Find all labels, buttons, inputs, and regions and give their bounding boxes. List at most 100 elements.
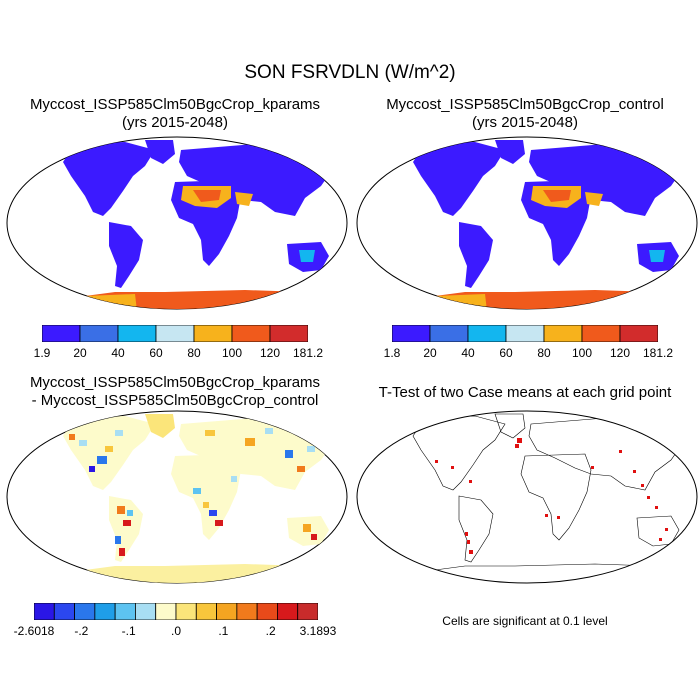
australia-core [299,250,315,262]
cb2-label-4: 80 [537,346,551,360]
north-america-region [413,142,505,216]
north-america-outline [412,415,506,491]
eurasia-region [179,144,335,216]
cb2-label-5: 100 [571,346,593,360]
colorbar2-swatches [391,324,659,343]
cb3-label-6: 3.1893 [299,624,337,638]
panel1-title-line1: Myccost_ISSP585Clm50BgcCrop_kparams [29,96,321,113]
cb3-swatch-13 [297,602,319,621]
colorbar3 [33,602,319,621]
cb1-label-6: 120 [259,346,281,360]
panel1-title-line2: (yrs 2015-2048) [122,114,228,131]
panel2-title-line2: (yrs 2015-2048) [472,114,578,131]
colorbar1-swatches [41,324,309,343]
south-america-region [109,222,143,288]
north-america-region [63,416,155,490]
greenland-region [495,140,525,164]
cb1-label-0: 1.9 [33,346,51,360]
cb1-swatch-2 [117,324,157,343]
cb2-swatch-3 [505,324,545,343]
south-america-region [459,222,493,288]
colorbar1-labels: 1.9 20 40 60 80 100 120 181.2 [0,346,350,362]
north-america-region [63,142,155,216]
anomaly-patches [69,428,317,556]
significant-cells [435,438,668,554]
panel2-title-line1: Myccost_ISSP585Clm50BgcCrop_control [386,96,664,113]
cb2-label-1: 20 [423,346,437,360]
colorbar1 [41,324,309,343]
greenland-region [145,414,175,438]
africa-outline [520,453,592,541]
cb3-swatch-9 [216,602,238,621]
cb2-swatch-5 [581,324,621,343]
cb3-label-0: -2.6018 [13,624,55,638]
cb1-swatch-1 [79,324,119,343]
cb3-swatch-3 [94,602,116,621]
panel4-title: T-Test of two Case means at each grid po… [378,384,672,401]
panel3-title-line2: - Myccost_ISSP585Clm50BgcCrop_control [31,392,319,409]
cb1-label-2: 40 [111,346,125,360]
cb1-label-7: 181.2 [292,346,324,360]
cb1-label-5: 100 [221,346,243,360]
australia-core [649,250,665,262]
panel3-title-line1: Myccost_ISSP585Clm50BgcCrop_kparams [29,374,321,391]
greenland-region [145,140,175,164]
colorbar2 [391,324,659,343]
panel1-title: Myccost_ISSP585Clm50BgcCrop_kparams (yrs… [0,96,350,132]
cb3-swatch-1 [53,602,75,621]
cb3-swatch-11 [256,602,278,621]
sahara-core [543,190,571,202]
cb1-label-4: 80 [187,346,201,360]
panel3-title: Myccost_ISSP585Clm50BgcCrop_kparams - My… [0,374,350,410]
cb1-swatch-0 [41,324,81,343]
cb3-swatch-7 [175,602,197,621]
cb1-label-3: 60 [149,346,163,360]
cb3-label-4: .1 [218,624,229,638]
eurasia-region [179,418,335,490]
cb2-label-0: 1.8 [383,346,401,360]
cb3-swatch-2 [74,602,96,621]
arabia-region [585,192,603,206]
cb2-swatch-2 [467,324,507,343]
cb2-label-7: 181.2 [642,346,674,360]
cb2-label-2: 40 [461,346,475,360]
panel1-map [6,136,348,310]
africa-region [171,454,241,540]
cb2-swatch-0 [391,324,431,343]
panel2-title: Myccost_ISSP585Clm50BgcCrop_control (yrs… [350,96,700,132]
figure-title: SON FSRVDLN (W/m^2) [244,62,456,83]
cb2-swatch-4 [543,324,583,343]
cb1-swatch-5 [231,324,271,343]
cb3-swatch-5 [135,602,157,621]
cb2-swatch-1 [429,324,469,343]
colorbar2-labels: 1.8 20 40 60 80 100 120 181.2 [350,346,700,362]
panel3-map [6,410,348,584]
cb3-swatch-6 [155,602,177,621]
arabia-region [235,192,253,206]
cb3-swatch-8 [195,602,217,621]
cb2-label-3: 60 [499,346,513,360]
cb1-swatch-3 [155,324,195,343]
cb2-swatch-6 [619,324,659,343]
greenland-outline [494,413,526,439]
cb3-label-3: .0 [170,624,182,638]
colorbar3-labels: -2.6018 -.2 -.1 .0 .1 .2 3.1893 [0,624,350,640]
cb3-label-5: .2 [265,624,276,638]
panel4-map [356,410,698,584]
cb3-swatch-4 [114,602,136,621]
eurasia-region [529,144,685,216]
colorbar3-swatches [33,602,319,621]
cb1-swatch-4 [193,324,233,343]
panel4-note: Cells are significant at 0.1 level [442,614,608,628]
cb1-swatch-6 [269,324,309,343]
cb3-swatch-0 [33,602,55,621]
panel2-map [356,136,698,310]
cb3-swatch-12 [277,602,299,621]
sahara-core [193,190,221,202]
cb3-label-2: -.1 [121,624,136,638]
cb3-swatch-10 [236,602,258,621]
cb1-label-1: 20 [73,346,87,360]
cb3-label-1: -.2 [74,624,89,638]
south-america-outline [458,495,494,563]
cb2-label-6: 120 [609,346,631,360]
